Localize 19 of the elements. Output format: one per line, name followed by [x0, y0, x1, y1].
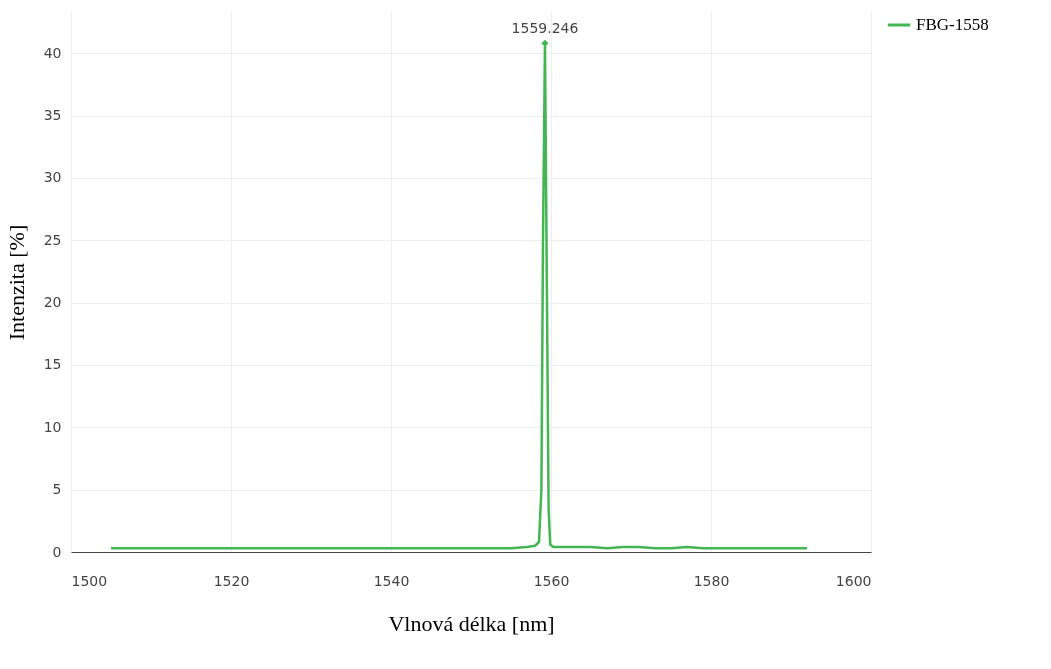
y-tick-label: 0 [52, 543, 62, 560]
x-tick-label: 1500 [71, 572, 108, 589]
y-axis-title: Intenzita [%] [3, 224, 29, 341]
x-tick-label: 1600 [835, 572, 872, 589]
x-tick-label: 1580 [693, 572, 730, 589]
annotation: 1559.246 [511, 20, 579, 37]
y-tick-label: 15 [43, 356, 62, 373]
x-tick-label: 1540 [373, 572, 410, 589]
y-tick-label: 10 [43, 418, 62, 435]
x-tick-label: 1520 [213, 572, 250, 589]
legend-label: FBG-1558 [916, 15, 989, 34]
y-tick-label: 25 [43, 231, 62, 248]
y-tick-label: 20 [43, 294, 62, 311]
y-tick-label: 30 [43, 169, 62, 186]
y-tick-label: 40 [43, 44, 62, 61]
x-axis-title: Vlnová délka [nm] [388, 610, 555, 636]
x-tick-label: 1560 [533, 572, 570, 589]
y-tick-label: 5 [52, 481, 62, 498]
y-tick-label: 35 [43, 107, 62, 124]
